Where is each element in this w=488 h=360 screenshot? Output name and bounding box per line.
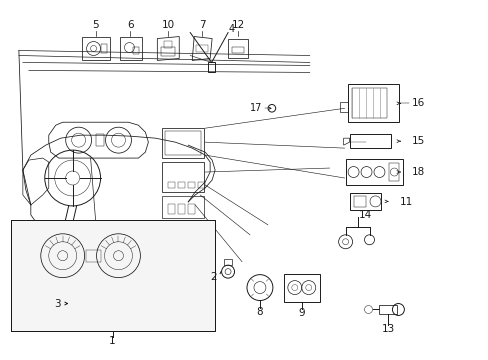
Bar xyxy=(162,128,203,158)
Text: 11: 11 xyxy=(399,197,412,207)
Bar xyxy=(133,46,139,54)
Bar xyxy=(164,41,172,48)
Text: 14: 14 xyxy=(358,210,371,220)
Bar xyxy=(162,162,203,192)
Bar xyxy=(283,274,319,302)
Text: 9: 9 xyxy=(298,309,305,319)
Text: 18: 18 xyxy=(410,167,424,177)
Bar xyxy=(85,250,101,262)
Text: 5: 5 xyxy=(92,19,99,30)
Bar xyxy=(353,196,365,207)
Text: 15: 15 xyxy=(410,136,424,146)
Bar xyxy=(11,220,215,332)
Text: 17: 17 xyxy=(249,103,262,113)
Bar xyxy=(178,204,185,214)
Text: 16: 16 xyxy=(410,98,424,108)
Bar xyxy=(349,134,390,148)
Bar xyxy=(339,102,347,112)
Bar xyxy=(178,182,185,188)
Text: 6: 6 xyxy=(127,19,134,30)
Text: 4: 4 xyxy=(228,24,235,33)
Bar xyxy=(165,131,201,155)
Text: 12: 12 xyxy=(231,19,244,30)
Bar xyxy=(196,45,208,53)
Bar xyxy=(345,159,403,185)
Bar xyxy=(351,88,386,118)
Bar xyxy=(188,182,195,188)
Bar xyxy=(232,46,244,54)
Text: 7: 7 xyxy=(199,19,205,30)
Bar xyxy=(379,305,397,315)
Text: 10: 10 xyxy=(162,19,175,30)
Bar xyxy=(188,204,195,214)
Text: 8: 8 xyxy=(256,307,263,318)
Bar xyxy=(101,44,106,54)
Text: 2: 2 xyxy=(209,272,216,282)
Text: 13: 13 xyxy=(381,324,394,334)
Text: 3: 3 xyxy=(54,298,61,309)
Bar xyxy=(168,182,175,188)
Bar xyxy=(161,46,175,57)
Bar xyxy=(224,259,232,265)
Bar xyxy=(347,84,399,122)
Bar xyxy=(11,220,215,332)
Bar xyxy=(168,204,175,214)
Bar xyxy=(208,62,215,72)
Bar xyxy=(349,193,381,210)
Bar xyxy=(198,182,205,188)
Bar xyxy=(162,196,203,218)
Text: 1: 1 xyxy=(109,336,116,346)
Bar xyxy=(388,163,399,181)
Bar xyxy=(95,134,103,146)
